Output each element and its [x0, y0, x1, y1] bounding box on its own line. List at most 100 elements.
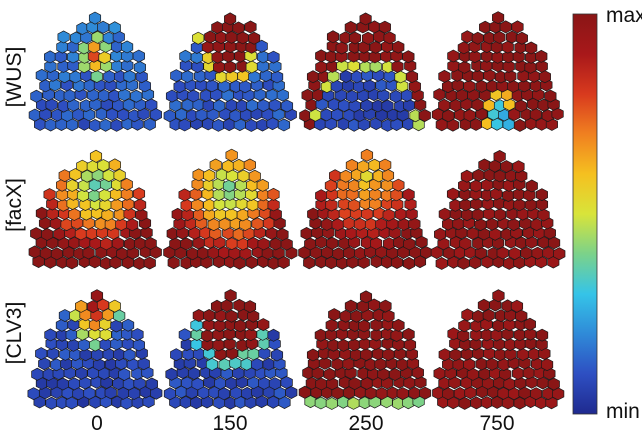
cell	[69, 70, 82, 84]
cell	[178, 328, 191, 342]
cell	[332, 247, 345, 261]
cell	[97, 159, 110, 172]
cell	[403, 338, 417, 352]
cell	[482, 207, 496, 221]
cell	[133, 60, 146, 74]
cell	[256, 178, 269, 192]
cell	[460, 208, 474, 222]
panel-wus-750	[431, 11, 564, 132]
cell	[234, 319, 247, 333]
cell	[301, 88, 314, 102]
cell	[327, 69, 340, 83]
cell	[205, 357, 219, 371]
cell	[224, 12, 237, 26]
cell	[393, 236, 406, 249]
cell	[132, 187, 146, 201]
cell	[326, 377, 339, 391]
cell	[269, 207, 282, 221]
cell	[212, 177, 225, 191]
cell	[493, 208, 507, 222]
cell	[408, 217, 421, 231]
cell	[192, 168, 205, 182]
cell	[239, 218, 252, 231]
cell	[525, 235, 538, 249]
cell	[247, 309, 260, 323]
cell	[349, 348, 363, 362]
cell	[44, 328, 57, 342]
cell	[75, 366, 88, 380]
cell	[535, 59, 548, 73]
cell	[165, 89, 179, 103]
cell	[369, 60, 382, 74]
cell	[181, 376, 194, 390]
cell	[451, 78, 464, 92]
cell	[383, 31, 396, 45]
cell	[144, 237, 157, 250]
cell	[259, 69, 273, 83]
cell	[471, 208, 484, 222]
cell	[447, 59, 460, 73]
cell	[393, 347, 407, 361]
cell	[280, 237, 293, 251]
cell	[437, 237, 450, 251]
cell	[132, 338, 145, 352]
cell	[89, 119, 102, 132]
cell	[262, 357, 275, 371]
cell	[245, 118, 258, 132]
cell	[87, 49, 101, 63]
cell	[223, 337, 236, 351]
cell	[133, 256, 146, 270]
cell	[209, 227, 222, 240]
cell	[318, 356, 332, 370]
cell	[392, 178, 405, 192]
cell	[179, 59, 192, 72]
cell	[189, 187, 202, 201]
cell	[118, 88, 131, 102]
cell	[201, 329, 214, 343]
cell	[411, 366, 424, 380]
cell	[277, 256, 290, 269]
cell	[115, 218, 128, 231]
cell	[108, 158, 121, 172]
cell	[339, 169, 352, 183]
cell	[225, 148, 238, 162]
cell	[325, 50, 338, 64]
cell	[419, 386, 432, 400]
cell	[541, 358, 554, 372]
cell	[277, 118, 291, 132]
cell	[408, 79, 421, 93]
cell	[97, 20, 110, 34]
cell	[307, 207, 320, 221]
cell	[68, 208, 81, 221]
cell	[505, 30, 519, 44]
cell	[315, 377, 328, 391]
cell	[195, 108, 208, 122]
cell	[314, 396, 327, 410]
cell	[244, 328, 257, 342]
cell	[244, 20, 257, 34]
cell	[88, 189, 101, 203]
cell	[233, 256, 246, 270]
cell	[405, 207, 418, 221]
cell	[39, 107, 52, 121]
cell	[145, 98, 158, 112]
cell	[89, 338, 102, 352]
cell	[232, 21, 245, 35]
cell	[187, 367, 201, 380]
cell	[268, 98, 281, 112]
cell	[394, 70, 407, 84]
cell	[403, 98, 416, 112]
panel-wus-250	[299, 12, 431, 132]
cell	[490, 117, 504, 131]
cell	[391, 198, 404, 211]
cell	[553, 247, 566, 261]
cell	[536, 376, 549, 390]
cell	[46, 347, 60, 361]
colorbar	[572, 13, 598, 415]
cell	[55, 338, 68, 351]
cell	[536, 328, 549, 342]
cell	[369, 40, 382, 54]
cell	[369, 337, 382, 351]
cell	[335, 41, 348, 55]
cell	[246, 198, 259, 212]
